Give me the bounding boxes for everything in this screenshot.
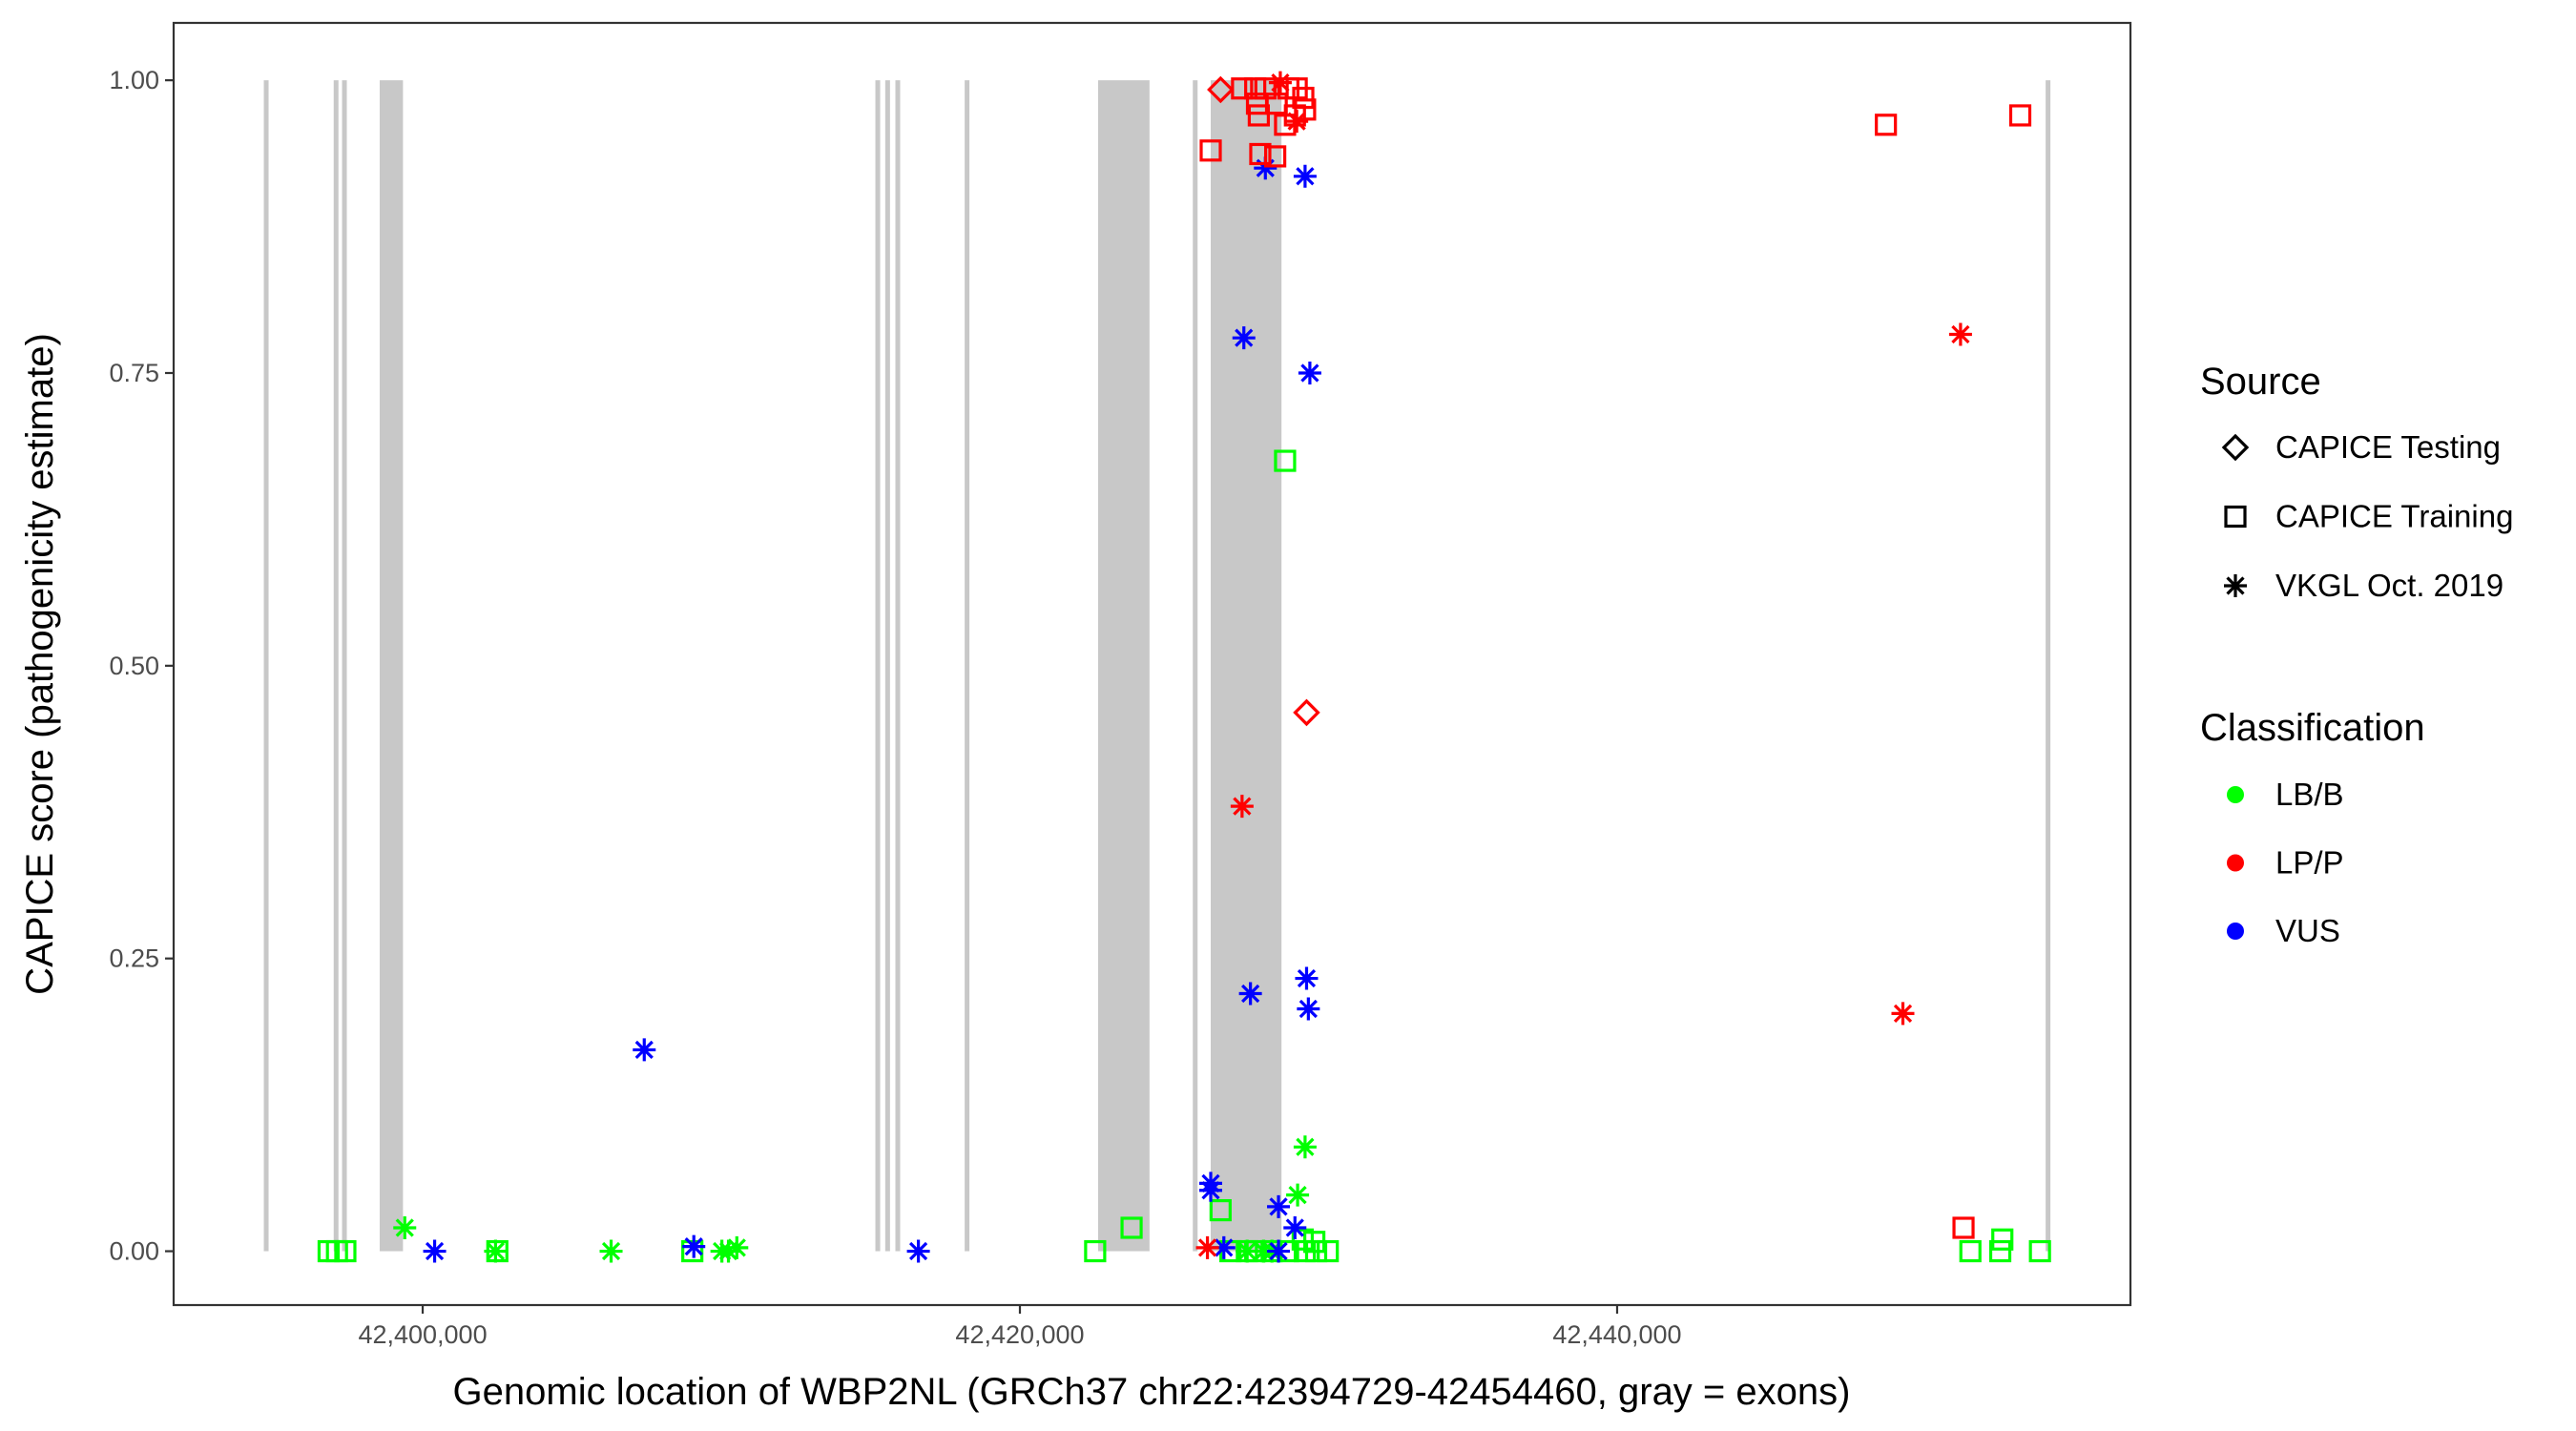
data-point <box>1199 139 1222 162</box>
y-axis-title: CAPICE score (pathogenicity estimate) <box>19 333 61 995</box>
exon-bands <box>263 80 2051 1252</box>
exon-band <box>333 80 339 1252</box>
data-point <box>717 1239 740 1263</box>
data-point <box>1283 1215 1307 1239</box>
y-axis: 0.00 0.25 0.50 0.75 1.00 <box>109 66 174 1266</box>
data-point <box>1295 966 1319 990</box>
legend-color-dot-icon <box>2227 923 2244 940</box>
y-tick-label: 0.75 <box>109 359 159 387</box>
legend-source-title: Source <box>2200 361 2321 403</box>
x-axis-title: Genomic location of WBP2NL (GRCh37 chr22… <box>453 1371 1851 1413</box>
y-tick-label: 0.50 <box>109 652 159 680</box>
data-point <box>1988 1239 2012 1263</box>
exon-band <box>2046 80 2051 1252</box>
data-point <box>1120 1216 1143 1239</box>
exon-band <box>1098 80 1150 1252</box>
legend-source-label: VKGL Oct. 2019 <box>2275 568 2503 603</box>
legend-source: Source CAPICE Testing CAPICE Training VKGL… <box>2200 361 2513 603</box>
data-point <box>906 1239 930 1263</box>
data-point <box>1265 93 1288 115</box>
data-point <box>1199 1178 1222 1202</box>
data-point <box>1212 1235 1236 1259</box>
data-point <box>1991 1228 2014 1251</box>
data-point <box>393 1215 417 1239</box>
data-point <box>725 1235 749 1259</box>
data-point <box>1232 326 1256 350</box>
data-point <box>1283 104 1306 127</box>
data-point <box>1303 1231 1326 1254</box>
legend-color-dot-icon <box>2227 854 2244 872</box>
legend-source-label: CAPICE Training <box>2275 499 2513 534</box>
data-point <box>1267 1194 1291 1218</box>
data-point <box>1291 1228 1315 1251</box>
legend-source-label: CAPICE Testing <box>2275 429 2501 465</box>
data-point <box>1293 1135 1317 1159</box>
legend-class-label: VUS <box>2275 913 2340 948</box>
exon-band <box>875 80 881 1252</box>
data-point <box>599 1239 623 1263</box>
data-point <box>1195 1235 1219 1259</box>
exon-band <box>1211 80 1282 1252</box>
y-tick-label: 0.25 <box>109 944 159 973</box>
legend-color-dot-icon <box>2227 786 2244 803</box>
data-point <box>1959 1239 1982 1263</box>
legend-class-label: LB/B <box>2275 777 2344 812</box>
data-point <box>1274 449 1297 472</box>
data-point <box>1948 322 1972 346</box>
data-point <box>633 1038 656 1062</box>
data-point <box>1247 104 1270 127</box>
data-point <box>334 1239 357 1263</box>
legend-diamond-icon <box>2221 433 2250 462</box>
exon-band <box>342 80 347 1252</box>
data-point <box>1249 142 1272 166</box>
data-point <box>2028 1239 2051 1263</box>
x-tick-label: 42,400,000 <box>358 1320 487 1349</box>
data-point <box>423 1239 447 1263</box>
data-point <box>1952 1216 1975 1239</box>
data-point <box>1891 1002 1915 1026</box>
data-point <box>1254 156 1278 180</box>
data-point <box>1875 114 1898 136</box>
data-point <box>1209 1198 1232 1222</box>
exon-band <box>379 80 404 1252</box>
legend-class-label: LP/P <box>2275 845 2344 881</box>
data-point <box>1231 77 1254 100</box>
data-point <box>1293 698 1320 727</box>
x-tick-label: 42,420,000 <box>955 1320 1084 1349</box>
data-point <box>1298 361 1321 384</box>
y-tick-label: 1.00 <box>109 66 159 94</box>
data-point <box>1264 145 1287 168</box>
data-point <box>1084 1239 1107 1263</box>
legend-classification: Classification LB/B LP/P VUS <box>2200 707 2425 948</box>
y-tick-label: 0.00 <box>109 1237 159 1266</box>
data-point <box>1230 795 1254 819</box>
plot-panel-border <box>172 21 2132 1307</box>
data-point <box>1285 110 1309 134</box>
data-point <box>1267 1239 1291 1263</box>
data-point <box>2008 104 2032 127</box>
data-point <box>1236 1239 1259 1263</box>
data-point <box>484 1239 508 1263</box>
data-point <box>1293 164 1317 188</box>
data-point <box>1207 75 1235 104</box>
exon-band <box>895 80 901 1252</box>
exon-band <box>263 80 269 1252</box>
data-point <box>682 1234 706 1258</box>
exon-band <box>884 80 890 1252</box>
data-points <box>317 71 2051 1263</box>
x-axis: 42,400,000 42,420,000 42,440,000 <box>358 1305 1682 1349</box>
exon-band <box>965 80 970 1252</box>
x-tick-label: 42,440,000 <box>1552 1320 1681 1349</box>
exon-band <box>1193 80 1198 1252</box>
data-point <box>1286 1183 1310 1207</box>
data-point <box>1238 982 1262 1006</box>
legend-classification-title: Classification <box>2200 707 2425 749</box>
legend-square-icon <box>2224 505 2247 529</box>
data-point <box>1297 997 1320 1021</box>
legend-asterisk-icon <box>2224 574 2247 597</box>
